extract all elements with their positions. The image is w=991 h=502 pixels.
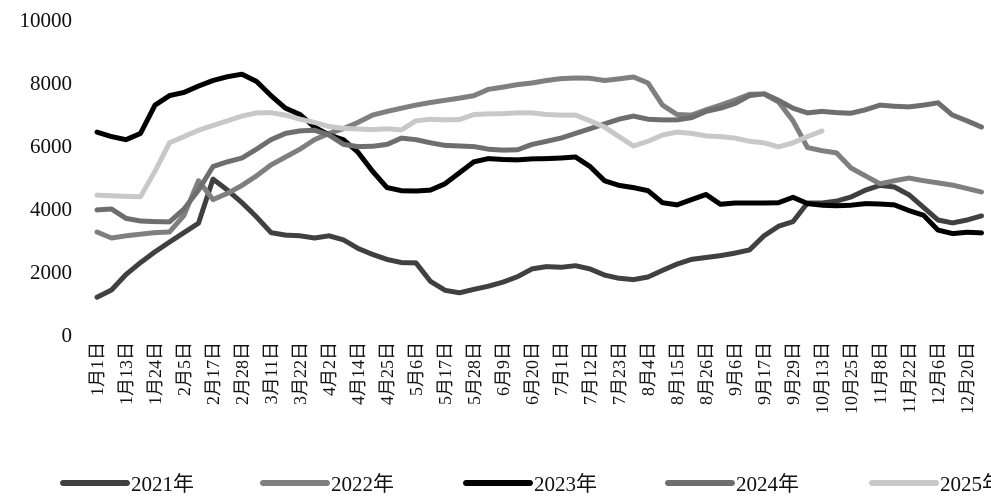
x-tick-label: 4月25日 [377,342,397,405]
x-tick-label: 5月6日 [406,342,426,396]
legend-label: 2024年 [736,472,799,496]
x-tick-label: 9月17日 [754,342,774,405]
legend-item: 2025年 [869,472,991,496]
x-tick-label: 12月6日 [928,342,948,405]
legend-label: 2023年 [534,472,597,496]
legend-item: 2022年 [260,472,394,496]
y-tick-label: 4000 [30,197,72,221]
x-tick-label: 10月13日 [812,342,832,414]
y-tick-label: 6000 [30,134,72,158]
legend: 2021年 2022年 2023年 2024年 2025年 [60,472,991,496]
series-line-2025年 [94,110,825,200]
x-tick-label: 1月13日 [116,342,136,405]
legend-item: 2023年 [463,472,597,496]
x-tick-label: 5月17日 [435,342,455,405]
x-tick-label: 4月2日 [319,342,339,396]
y-axis: 0 2000 4000 6000 8000 10000 [20,8,73,347]
x-tick-label: 2月28日 [232,342,252,405]
legend-label: 2021年 [131,472,194,496]
x-tick-label: 7月23日 [609,342,629,405]
x-tick-label: 9月29日 [783,342,803,405]
legend-label: 2022年 [331,472,394,496]
x-tick-label: 11月8日 [870,342,890,404]
series-line-2024年 [94,91,984,225]
x-tick-label: 8月4日 [638,342,658,396]
x-tick-label: 9月6日 [725,342,745,396]
x-tick-label: 6月20日 [522,342,542,405]
x-tick-label: 2月5日 [174,342,194,396]
x-tick-label: 8月26日 [696,342,716,405]
series-lines [94,71,984,300]
legend-item: 2021年 [60,472,194,496]
series-line-2022年 [94,74,984,241]
x-tick-label: 3月11日 [261,342,281,404]
y-tick-label: 2000 [30,260,72,284]
legend-label: 2025年 [940,472,991,496]
x-tick-label: 1月24日 [145,342,165,405]
x-tick-label: 11月22日 [899,342,919,413]
x-tick-label: 10月25日 [841,342,861,414]
series-line-2023年 [94,71,984,237]
x-tick-label: 3月22日 [290,342,310,405]
x-tick-label: 1月1日 [87,342,107,396]
y-tick-label: 8000 [30,71,72,95]
series-line-2021年 [94,176,984,300]
y-tick-label: 0 [62,323,73,347]
x-tick-label: 6月9日 [493,342,513,396]
x-tick-label: 7月12日 [580,342,600,405]
x-tick-label: 7月1日 [551,342,571,396]
x-axis: 1月1日 1月13日 1月24日 2月5日 2月17日 2月28日 3月11日 3月22日 4月… [87,342,977,414]
x-tick-label: 5月28日 [464,342,484,405]
x-tick-label: 4月14日 [348,342,368,405]
y-tick-label: 10000 [20,8,73,32]
x-tick-label: 8月15日 [667,342,687,405]
x-tick-label: 2月17日 [203,342,223,405]
legend-item: 2024年 [665,472,799,496]
x-tick-label: 12月20日 [957,342,977,414]
